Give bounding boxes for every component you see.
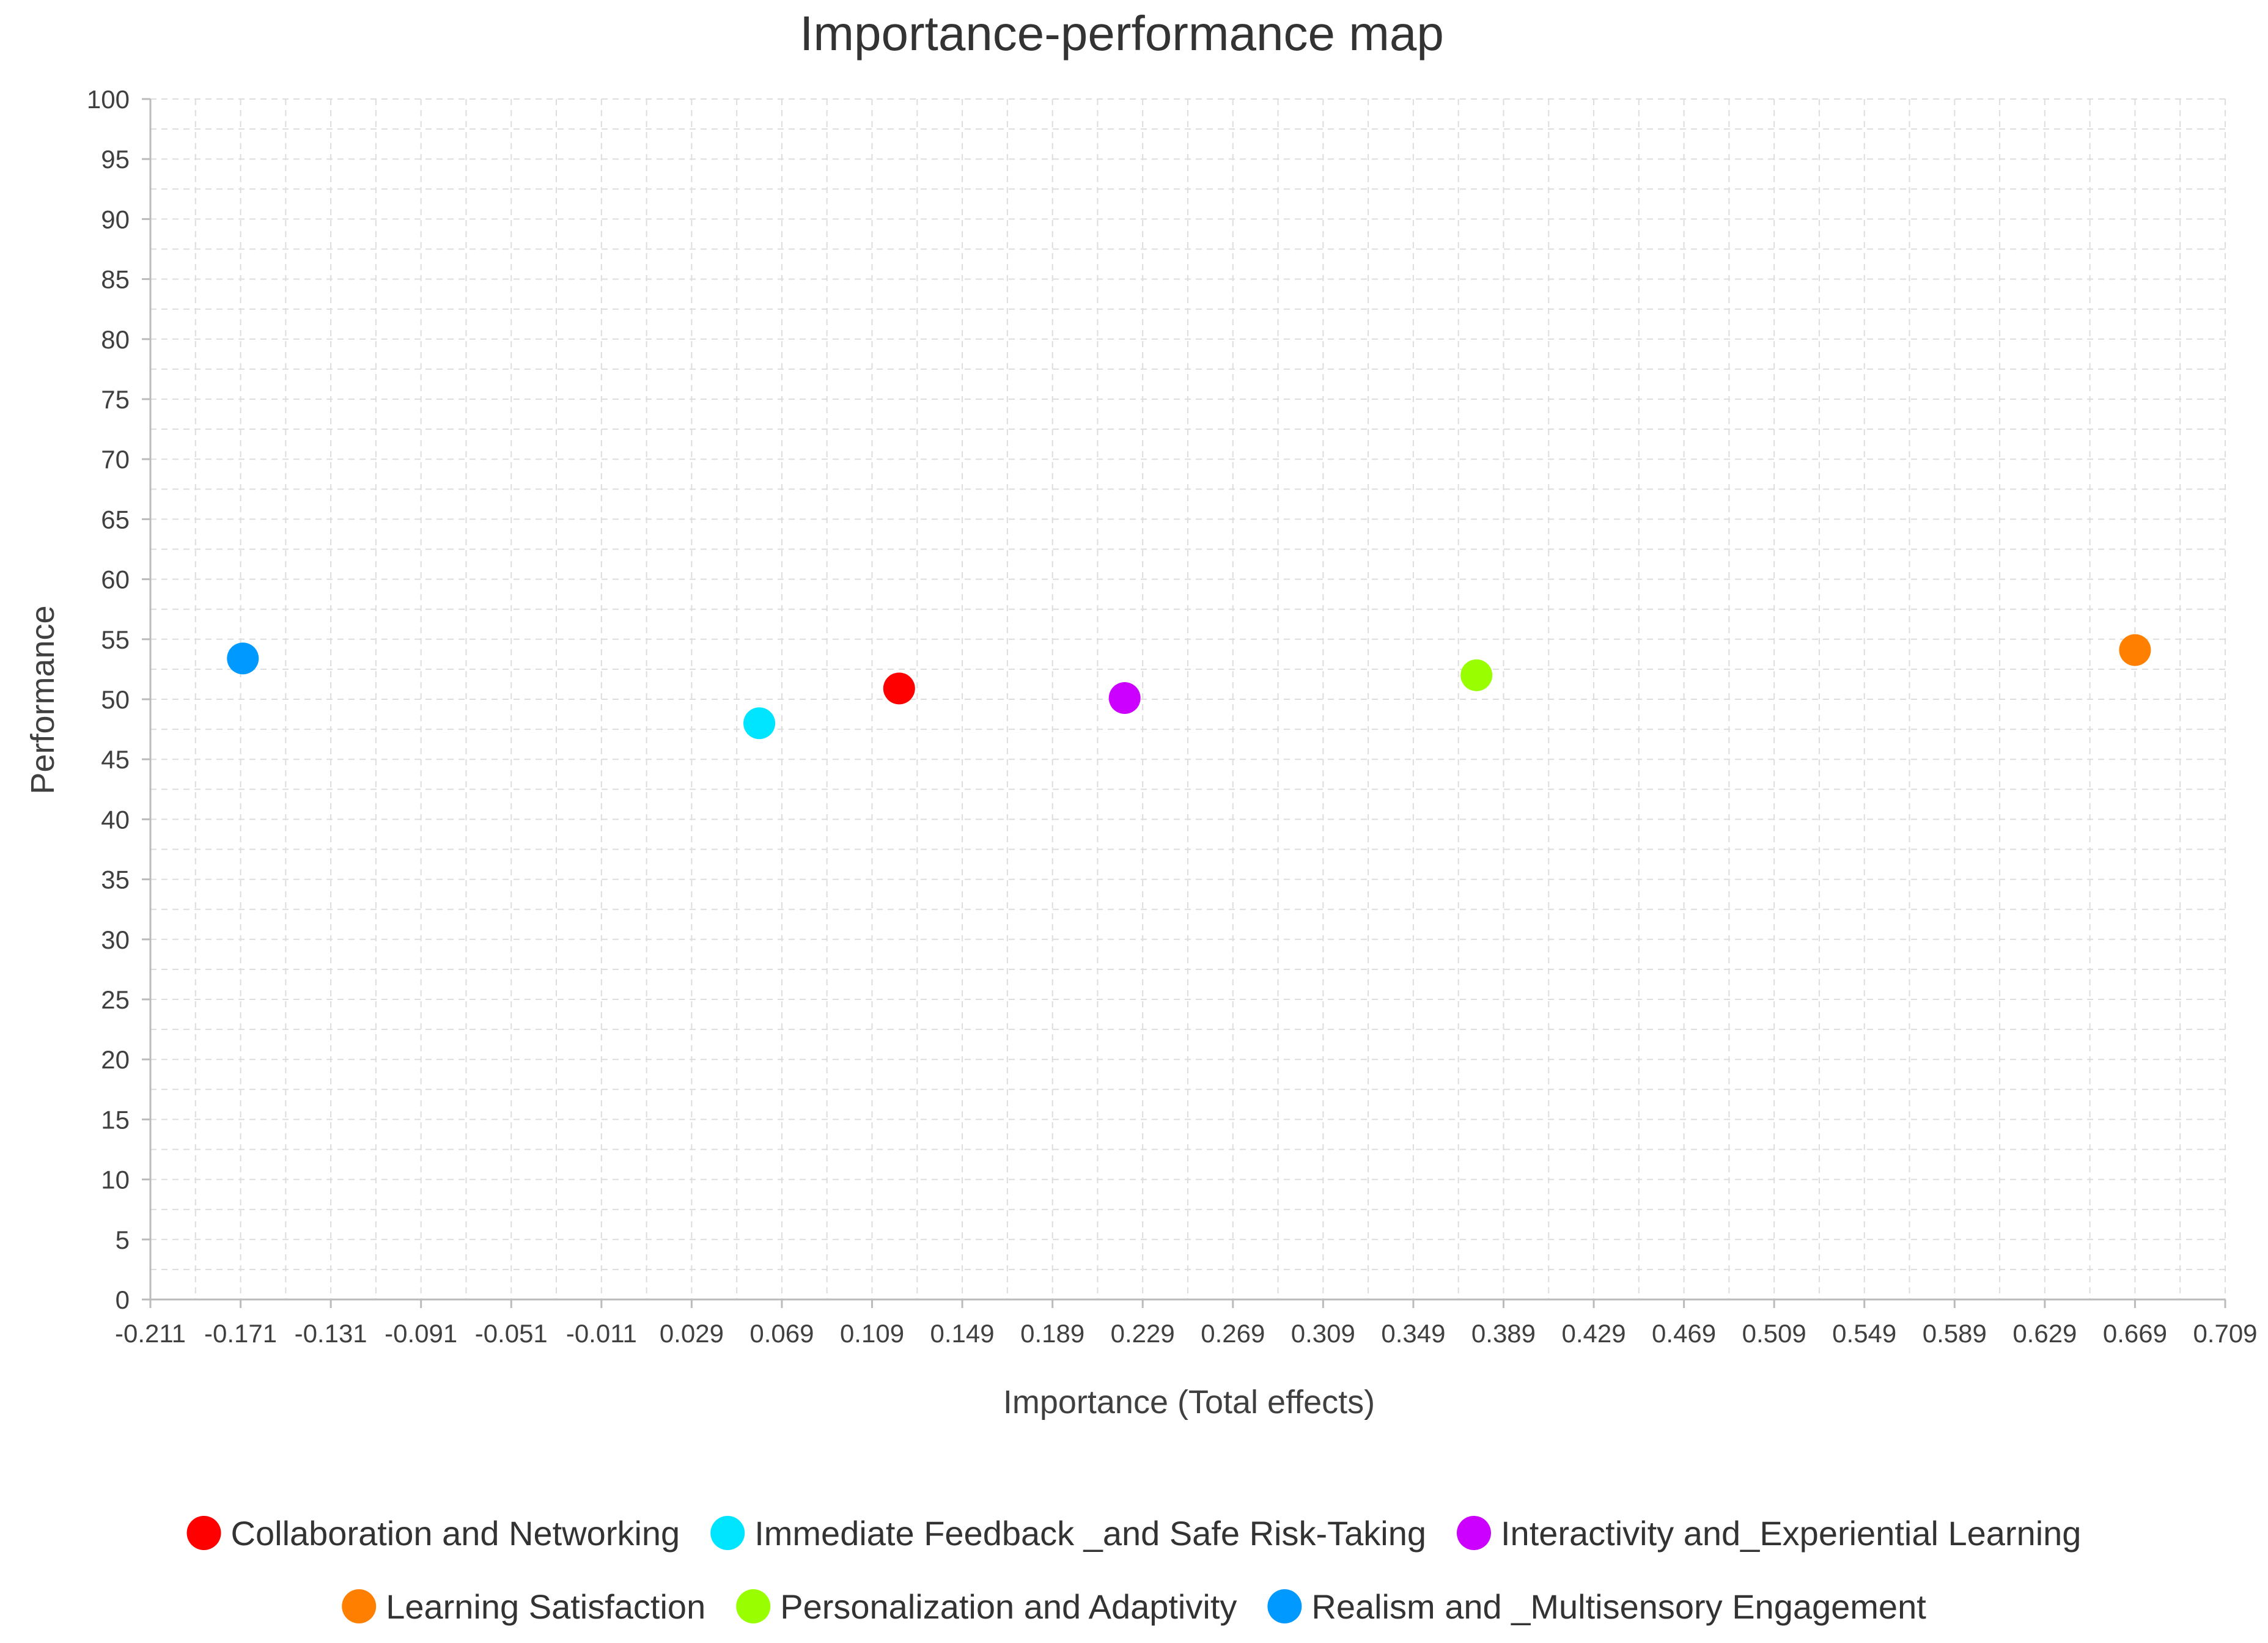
y-tick-label: 20	[101, 1045, 130, 1074]
x-tick-label: 0.069	[749, 1319, 814, 1348]
x-tick-label: 0.189	[1020, 1319, 1084, 1348]
x-tick-label: -0.171	[204, 1319, 277, 1348]
y-tick-label: 85	[101, 265, 130, 294]
x-tick-label: 0.029	[660, 1319, 724, 1348]
y-tick-label: 95	[101, 145, 130, 174]
x-tick-label: -0.211	[115, 1319, 186, 1348]
x-tick-label: 0.149	[930, 1319, 995, 1348]
data-point	[743, 707, 776, 740]
legend-item[interactable]: Interactivity and_Experiential Learning	[1456, 1514, 2081, 1553]
y-tick-label: 60	[101, 565, 130, 594]
x-tick-label: 0.229	[1111, 1319, 1175, 1348]
data-point	[1108, 682, 1141, 715]
legend-marker	[342, 1589, 377, 1623]
chart-title: Importance-performance map	[800, 6, 1444, 61]
x-tick-label: -0.051	[475, 1319, 548, 1348]
y-tick-label: 40	[101, 805, 130, 834]
x-tick-label: 0.549	[1832, 1319, 1896, 1348]
x-tick-label: 0.109	[840, 1319, 904, 1348]
x-tick-label: 0.269	[1201, 1319, 1265, 1348]
y-tick-label: 15	[101, 1105, 130, 1134]
data-points	[227, 634, 2151, 740]
x-tick-label: -0.131	[295, 1319, 367, 1348]
legend-marker	[736, 1589, 771, 1623]
data-point	[2119, 634, 2151, 666]
legend-marker	[710, 1516, 745, 1550]
y-tick-label: 5	[116, 1226, 130, 1254]
x-tick-label: 0.669	[2103, 1319, 2167, 1348]
legend-item[interactable]: Personalization and Adaptivity	[736, 1587, 1237, 1626]
x-tick-label: 0.709	[2193, 1319, 2257, 1348]
y-tick-label: 10	[101, 1166, 130, 1194]
y-axis-title: Performance	[24, 605, 61, 794]
y-tick-label: 90	[101, 205, 130, 233]
x-tick-label: 0.429	[1561, 1319, 1626, 1348]
x-tick-label: -0.091	[385, 1319, 457, 1348]
y-tick-label: 50	[101, 685, 130, 714]
axes	[142, 98, 2226, 1308]
legend-label: Learning Satisfaction	[386, 1587, 705, 1626]
y-tick-label: 25	[101, 985, 130, 1014]
legend-label: Collaboration and Networking	[231, 1514, 680, 1553]
legend-label: Immediate Feedback _and Safe Risk-Taking	[754, 1514, 1426, 1553]
y-tick-label: 35	[101, 866, 130, 894]
x-axis-title: Importance (Total effects)	[1003, 1384, 1375, 1421]
x-tick-label: -0.011	[566, 1319, 637, 1348]
data-point	[227, 642, 259, 675]
y-tick-label: 75	[101, 385, 130, 414]
legend-marker	[186, 1516, 221, 1550]
legend: Collaboration and Networking Immediate Fe…	[186, 1514, 2081, 1626]
data-point	[883, 672, 915, 705]
legend-item[interactable]: Immediate Feedback _and Safe Risk-Taking	[710, 1514, 1426, 1553]
y-tick-label: 30	[101, 925, 130, 954]
y-tick-label: 100	[87, 85, 130, 114]
legend-marker	[1456, 1516, 1491, 1550]
legend-row: Learning Satisfaction Personalization and…	[342, 1587, 1926, 1626]
x-tick-label: 0.389	[1471, 1319, 1536, 1348]
legend-item[interactable]: Collaboration and Networking	[186, 1514, 680, 1553]
y-tick-labels: 0 5 10 15 20 25 30 35 40 45 50 55 60 65 70 75 80 85 90 95 10…	[87, 85, 130, 1314]
legend-item[interactable]: Realism and _Multisensory Engagement	[1267, 1587, 1926, 1626]
x-tick-label: 0.309	[1291, 1319, 1355, 1348]
y-tick-label: 70	[101, 445, 130, 474]
grid	[150, 98, 2226, 1299]
data-point	[1460, 659, 1493, 691]
y-tick-label: 0	[116, 1285, 130, 1314]
y-tick-label: 55	[101, 625, 130, 654]
legend-label: Personalization and Adaptivity	[780, 1587, 1237, 1626]
legend-item[interactable]: Learning Satisfaction	[342, 1587, 705, 1626]
legend-label: Realism and _Multisensory Engagement	[1311, 1587, 1926, 1626]
y-tick-label: 45	[101, 745, 130, 774]
y-tick-label: 65	[101, 505, 130, 534]
x-tick-label: 0.349	[1381, 1319, 1445, 1348]
legend-marker	[1267, 1589, 1302, 1623]
y-tick-label: 80	[101, 325, 130, 354]
x-tick-label: 0.509	[1742, 1319, 1806, 1348]
x-tick-label: 0.589	[1923, 1319, 1987, 1348]
x-tick-label: 0.629	[2012, 1319, 2077, 1348]
x-tick-labels: -0.211 -0.171 -0.131 -0.091 -0.051 -0.011 0.02…	[115, 1319, 2258, 1348]
legend-label: Interactivity and_Experiential Learning	[1501, 1514, 2081, 1553]
x-tick-label: 0.469	[1652, 1319, 1716, 1348]
legend-row: Collaboration and Networking Immediate Fe…	[186, 1514, 2081, 1553]
